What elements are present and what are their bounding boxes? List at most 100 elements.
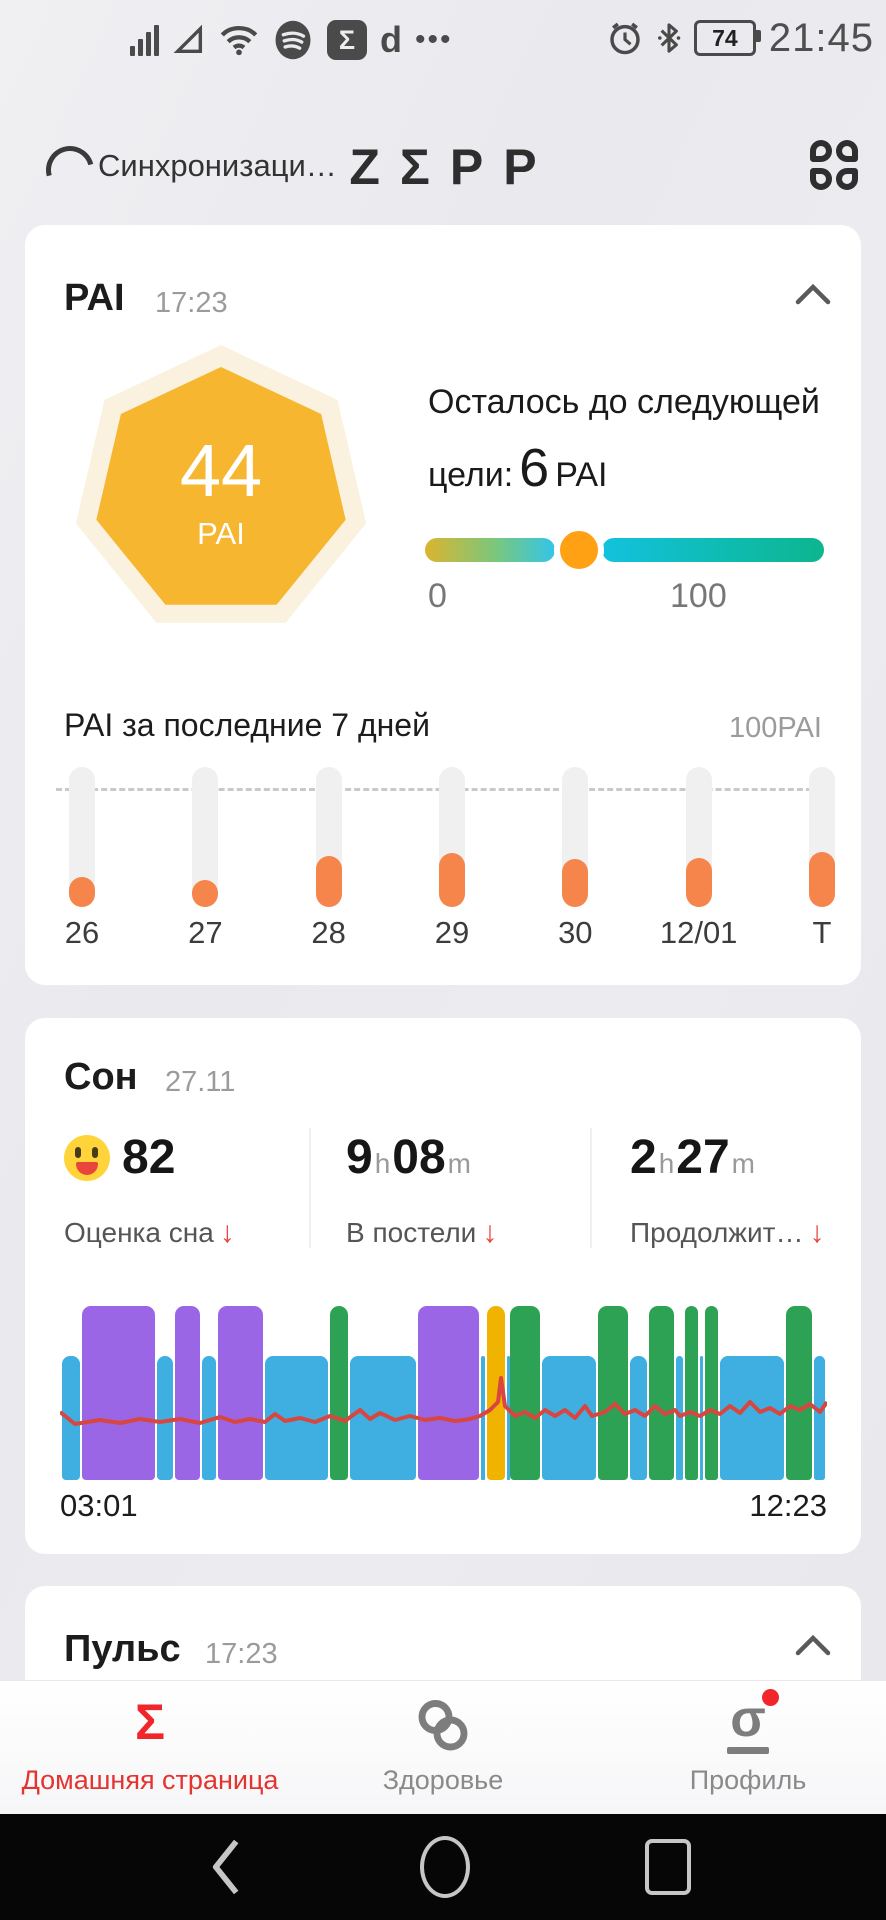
- minutes-unit: m: [447, 1148, 471, 1179]
- notification-dot: [762, 1689, 779, 1706]
- recents-button[interactable]: [638, 1836, 698, 1898]
- pai-day-bar: [685, 858, 712, 907]
- signal-strength-icon: [130, 24, 159, 56]
- alarm-clock-icon: [610, 22, 640, 55]
- goal-text-line2: цели: 6 PAI: [428, 437, 607, 499]
- sleep-pulse-line: [60, 1376, 827, 1426]
- sleep-score-label: Оценка сна: [64, 1217, 214, 1248]
- sleep-light-segment: [720, 1356, 784, 1480]
- goal-prefix: цели:: [428, 456, 514, 494]
- apps-grid-icon[interactable]: [810, 140, 860, 194]
- pai-badge-value: 44: [179, 429, 263, 512]
- pai-day-bar: [808, 852, 835, 907]
- hours-unit: h: [374, 1148, 391, 1179]
- stat-divider: [309, 1128, 311, 1248]
- pai-day-label: 28: [311, 915, 346, 950]
- pai-day-bar: [69, 877, 95, 907]
- status-bar-right: 74 21:45: [606, 14, 874, 62]
- sleep-light-segment: [202, 1356, 216, 1480]
- sleep-light-segment: [157, 1356, 173, 1480]
- nav-home-label: Домашняя страница: [21, 1765, 279, 1795]
- duration-label: Продолжит…: [630, 1217, 804, 1248]
- pai-slider-track-right: [602, 538, 824, 562]
- nav-profile-label: Профиль: [689, 1765, 807, 1795]
- sleep-awake-bar: [705, 1306, 718, 1480]
- sleep-score-value: 82: [122, 1131, 176, 1184]
- sleep-light-segment: [481, 1356, 485, 1480]
- nav-profile-tab[interactable]: σ Профиль: [628, 1681, 868, 1815]
- minutes-unit: m: [731, 1148, 755, 1179]
- pai-card[interactable]: PAI 17:23 44 PAI Осталось до следующей ц…: [25, 225, 861, 985]
- pai-day-bar: [315, 856, 342, 907]
- duration-stat[interactable]: 2 h 27 m Продолжит… ↓: [630, 1130, 824, 1249]
- pai-badge-unit: PAI: [197, 516, 245, 551]
- pai-weekly-chart[interactable]: 26 27 28 29 30 12/01 Т: [25, 767, 861, 957]
- down-arrow-icon: ↓: [482, 1216, 498, 1249]
- sleep-hypnogram[interactable]: [60, 1306, 827, 1480]
- sleep-light-segment: [507, 1356, 510, 1480]
- collapse-chevron-icon[interactable]: [795, 283, 831, 305]
- nav-health-tab[interactable]: Здоровье: [333, 1681, 553, 1815]
- pai-day-bar: [192, 880, 219, 907]
- sleep-awake-bar: [685, 1306, 698, 1480]
- android-nav-bar: [0, 1814, 886, 1920]
- profile-sigma-icon: σ: [628, 1689, 868, 1757]
- sleep-light-segment: [700, 1356, 703, 1480]
- mobile-data-triangle-icon: [173, 24, 203, 54]
- down-arrow-icon: ↓: [809, 1216, 825, 1249]
- weekly-chart-title: PAI за последние 7 дней: [64, 707, 430, 743]
- battery-percent: 74: [712, 24, 738, 51]
- pulse-card-timestamp: 17:23: [205, 1638, 278, 1670]
- stat-divider: [590, 1128, 592, 1248]
- sleep-light-segment: [630, 1356, 647, 1480]
- sleep-start-time: 03:01: [60, 1488, 138, 1523]
- goal-text-line1: Осталось до следующей: [428, 383, 820, 421]
- wifi-icon: [220, 25, 258, 56]
- sleep-awake-bar: [598, 1306, 628, 1480]
- sleep-awake-bar: [330, 1306, 348, 1480]
- goal-unit: PAI: [555, 456, 608, 494]
- back-button[interactable]: [196, 1836, 256, 1898]
- nav-home-tab[interactable]: Σ Домашняя страница: [20, 1681, 280, 1815]
- pai-slider-track-left: [425, 538, 555, 562]
- duration-minutes: 27: [676, 1131, 730, 1184]
- pai-day-label: 26: [64, 915, 100, 950]
- d-app-icon: d: [380, 19, 402, 60]
- bluetooth-icon: [657, 23, 681, 53]
- sigma-home-icon: Σ: [134, 1694, 165, 1750]
- pai-day-label: 30: [558, 915, 593, 950]
- spotify-icon: [275, 20, 311, 60]
- sleep-deep-bar: [418, 1306, 479, 1480]
- pai-slider-thumb[interactable]: [554, 525, 604, 575]
- nav-health-label: Здоровье: [382, 1765, 504, 1795]
- sleep-awake-bar: [786, 1306, 812, 1480]
- home-button[interactable]: [415, 1836, 475, 1898]
- duration-hours: 2: [630, 1131, 657, 1184]
- sleep-card[interactable]: Сон 27.11 82 Оценка сна ↓ 9 h 08 m В пос…: [25, 1018, 861, 1554]
- sleep-deep-bar: [82, 1306, 155, 1480]
- zepp-sigma-app-icon: Σ: [327, 20, 367, 60]
- sleep-deep-bar: [218, 1306, 263, 1480]
- pai-day-label: Т: [812, 915, 832, 950]
- collapse-chevron-icon[interactable]: [795, 1634, 831, 1656]
- weekly-chart-axis-label: 100PAI: [729, 712, 822, 744]
- pai-card-timestamp: 17:23: [155, 287, 228, 319]
- smiley-face-icon: [64, 1134, 110, 1181]
- pai-day-bar: [562, 859, 589, 907]
- in-bed-hours: 9: [346, 1131, 373, 1184]
- pai-day-label: 12/01: [659, 915, 738, 950]
- sleep-score-stat[interactable]: 82 Оценка сна ↓: [64, 1130, 235, 1249]
- sleep-awake-bar: [649, 1306, 674, 1480]
- battery-icon: 74: [693, 20, 761, 56]
- pai-day-bar: [438, 853, 465, 907]
- in-bed-minutes: 08: [392, 1131, 446, 1184]
- bottom-nav: Σ Домашняя страница Здоровье σ Профиль: [0, 1680, 886, 1815]
- slider-min-label: 0: [428, 577, 447, 615]
- down-arrow-icon: ↓: [219, 1216, 235, 1249]
- pai-card-title: PAI: [64, 277, 125, 319]
- sleep-light-segment: [676, 1356, 683, 1480]
- status-bar-left: Σ d •••: [130, 18, 453, 62]
- clock-time: 21:45: [768, 15, 874, 60]
- pai-day-label: 29: [434, 915, 470, 950]
- in-bed-stat[interactable]: 9 h 08 m В постели ↓: [346, 1130, 497, 1249]
